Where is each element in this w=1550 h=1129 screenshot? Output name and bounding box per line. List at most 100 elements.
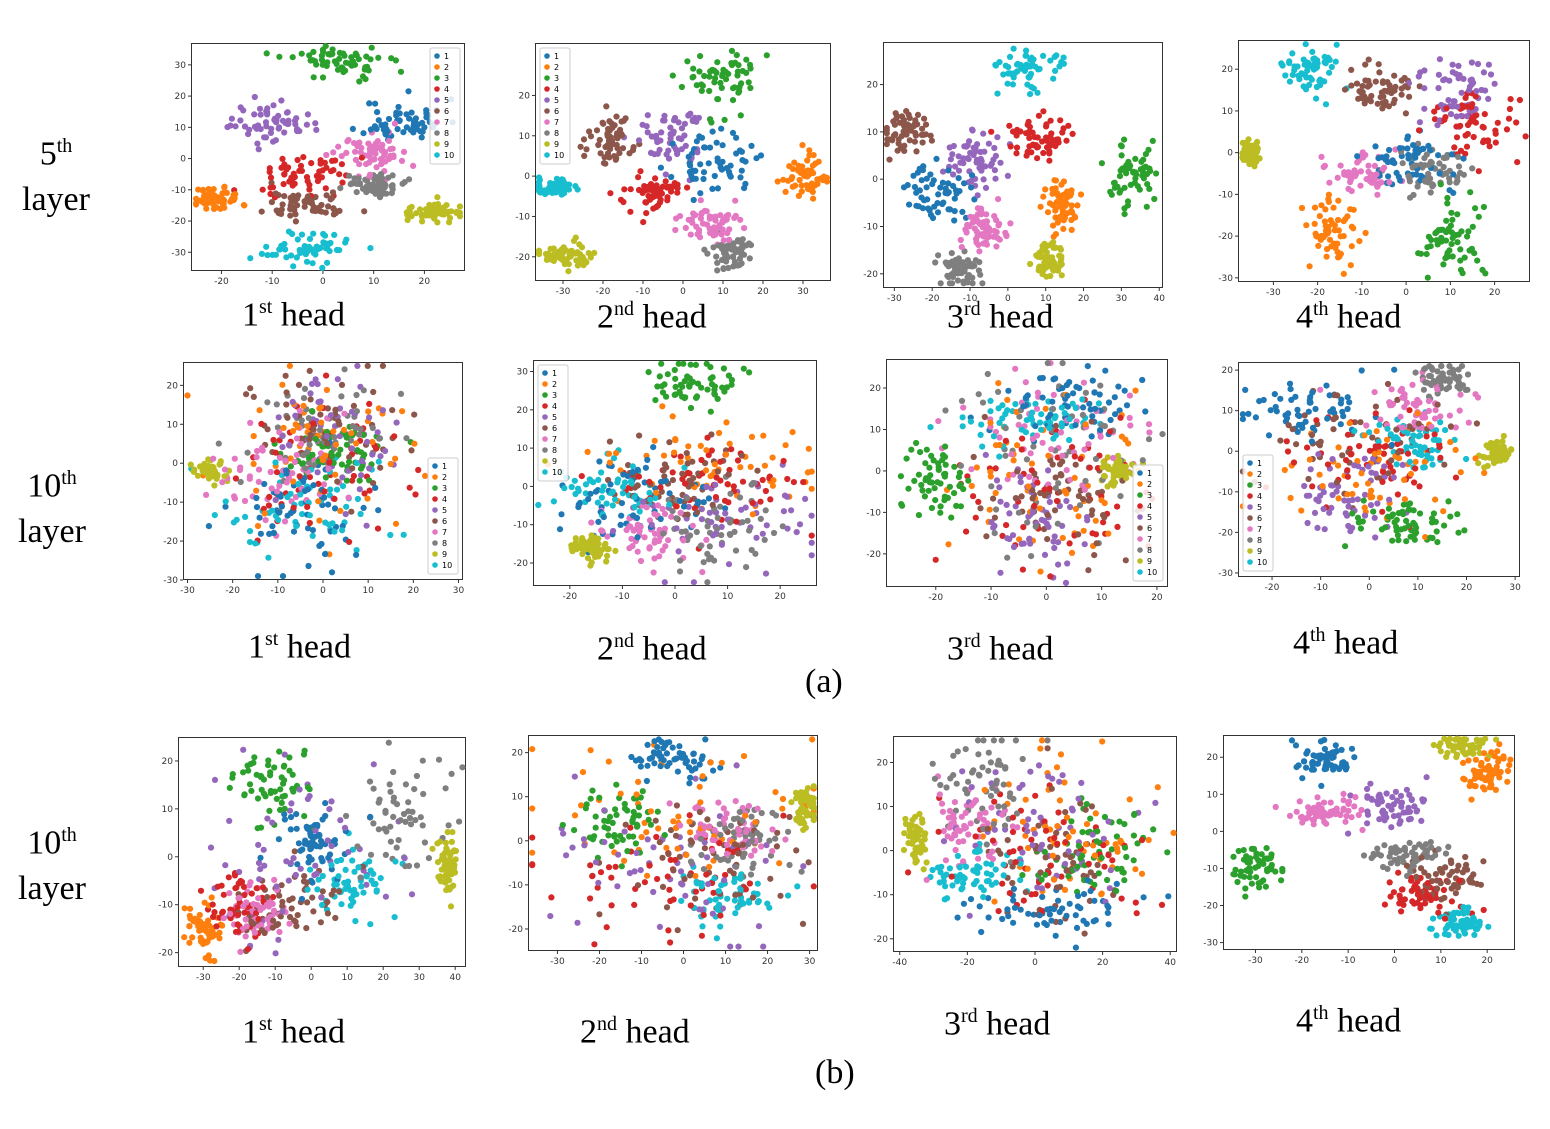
scatter-point-class-3 <box>1440 261 1447 268</box>
scatter-point-class-3 <box>684 58 691 65</box>
scatter-point-class-1 <box>600 514 607 521</box>
scatter-point-class-3 <box>1423 251 1430 258</box>
scatter-point-class-5 <box>264 105 271 112</box>
scatter-point-class-4 <box>297 162 305 169</box>
scatter-point-class-3 <box>687 380 694 387</box>
scatter-point-class-2 <box>1326 236 1334 243</box>
scatter-point-class-5 <box>678 125 686 132</box>
scatter-point-class-3 <box>1153 170 1160 177</box>
scatter-point-class-8 <box>300 395 308 402</box>
scatter-point-class-3 <box>1136 186 1143 193</box>
scatter-point-class-10 <box>1302 41 1309 48</box>
scatter-point-class-1 <box>951 208 958 215</box>
scatter-point-class-10 <box>1424 452 1431 459</box>
scatter-point-class-5 <box>673 525 680 532</box>
scatter-point-class-6 <box>684 511 691 518</box>
scatter-point-class-8 <box>1023 456 1030 463</box>
legend-marker-9 <box>542 458 548 464</box>
scatter-point-class-1 <box>276 509 283 516</box>
scatter-point-class-8 <box>731 258 738 265</box>
scatter-point-class-5 <box>279 433 286 440</box>
scatter-point-class-2 <box>806 147 813 154</box>
scatter-point-class-2 <box>820 173 827 180</box>
scatter-point-class-8 <box>298 417 305 424</box>
legend-marker-9 <box>1137 558 1143 564</box>
scatter-point-class-5 <box>1468 76 1475 83</box>
scatter-point-class-3 <box>1467 189 1474 196</box>
scatter-point-class-1 <box>1337 421 1344 428</box>
scatter-point-class-3 <box>1424 244 1431 251</box>
scatter-point-class-10 <box>987 408 994 415</box>
scatter-point-class-6 <box>886 156 893 163</box>
scatter-point-class-2 <box>747 463 754 470</box>
scatter-point-class-5 <box>1081 541 1088 548</box>
scatter-point-class-8 <box>1405 173 1412 180</box>
scatter-point-class-2 <box>702 467 710 474</box>
scatter-point-class-5 <box>978 167 985 174</box>
legend-label-8: 8 <box>552 446 557 455</box>
scatter-point-class-5 <box>1006 535 1013 543</box>
scatter-point-class-8 <box>1427 189 1434 196</box>
scatter-point-class-2 <box>304 423 311 430</box>
scatter-point-class-1 <box>1272 403 1279 411</box>
scatter-point-class-5 <box>253 125 260 132</box>
scatter-point-class-4 <box>1416 483 1423 490</box>
scatter-point-class-2 <box>1376 494 1384 501</box>
scatter-point-class-9 <box>604 552 611 559</box>
scatter-point-class-9 <box>1114 452 1122 459</box>
scatter-point-class-2 <box>1060 217 1067 224</box>
legend-marker-3 <box>544 75 550 81</box>
legend-marker-7 <box>434 119 440 125</box>
scatter-point-class-10 <box>996 59 1003 66</box>
scatter-point-class-10 <box>294 236 301 243</box>
scatter-point-class-7 <box>1357 182 1364 189</box>
x-tick-label: -20 <box>1265 583 1280 593</box>
scatter-point-class-7 <box>1432 415 1439 422</box>
scatter-point-class-7 <box>1371 179 1378 186</box>
scatter-point-class-3 <box>392 57 399 64</box>
scatter-point-class-9 <box>187 461 194 468</box>
scatter-point-class-10 <box>1058 420 1065 427</box>
scatter-point-class-1 <box>738 167 745 174</box>
scatter-point-class-3 <box>310 48 317 55</box>
scatter-point-class-8 <box>1425 393 1433 400</box>
scatter-point-class-4 <box>999 532 1006 539</box>
scatter-point-class-8 <box>363 189 370 196</box>
scatter-point-class-3 <box>918 481 925 489</box>
scatter-point-class-10 <box>621 479 629 486</box>
scatter-point-class-5 <box>1349 524 1356 531</box>
scatter-point-class-5 <box>643 123 650 130</box>
scatter-point-class-5 <box>262 119 270 126</box>
scatter-point-class-2 <box>300 402 307 409</box>
row-label-b: 10th layer <box>18 824 86 908</box>
scatter-point-class-4 <box>303 174 311 181</box>
scatter-point-class-1 <box>951 195 958 202</box>
scatter-point-class-7 <box>993 243 1000 250</box>
scatter-point-class-7 <box>720 237 727 244</box>
scatter-point-class-6 <box>905 111 912 118</box>
scatter-point-class-7 <box>387 152 394 159</box>
scatter-point-class-2 <box>254 522 262 530</box>
scatter-point-class-1 <box>322 551 329 558</box>
scatter-point-class-2 <box>250 460 257 467</box>
scatter-point-class-1 <box>641 479 648 486</box>
scatter-point-class-3 <box>1123 162 1130 169</box>
scatter-point-class-6 <box>272 190 279 197</box>
legend-label-7: 7 <box>554 118 559 127</box>
scatter-point-class-3 <box>942 443 949 450</box>
scatter-point-class-4 <box>283 166 290 173</box>
scatter-point-class-3 <box>352 50 359 57</box>
scatter-point-class-10 <box>353 547 360 554</box>
scatter-point-class-8 <box>943 261 950 268</box>
scatter-point-class-5 <box>644 112 651 119</box>
scatter-point-class-10 <box>1314 57 1321 64</box>
scatter-point-class-3 <box>656 373 663 380</box>
scatter-point-class-5 <box>1417 69 1424 76</box>
scatter-point-class-1 <box>913 202 920 209</box>
scatter-point-class-5 <box>364 438 371 445</box>
scatter-point-class-3 <box>965 477 972 484</box>
scatter-point-class-5 <box>1345 503 1352 510</box>
scatter-point-class-4 <box>273 469 281 476</box>
scatter-point-class-6 <box>609 140 616 147</box>
scatter-point-class-2 <box>1058 200 1065 207</box>
